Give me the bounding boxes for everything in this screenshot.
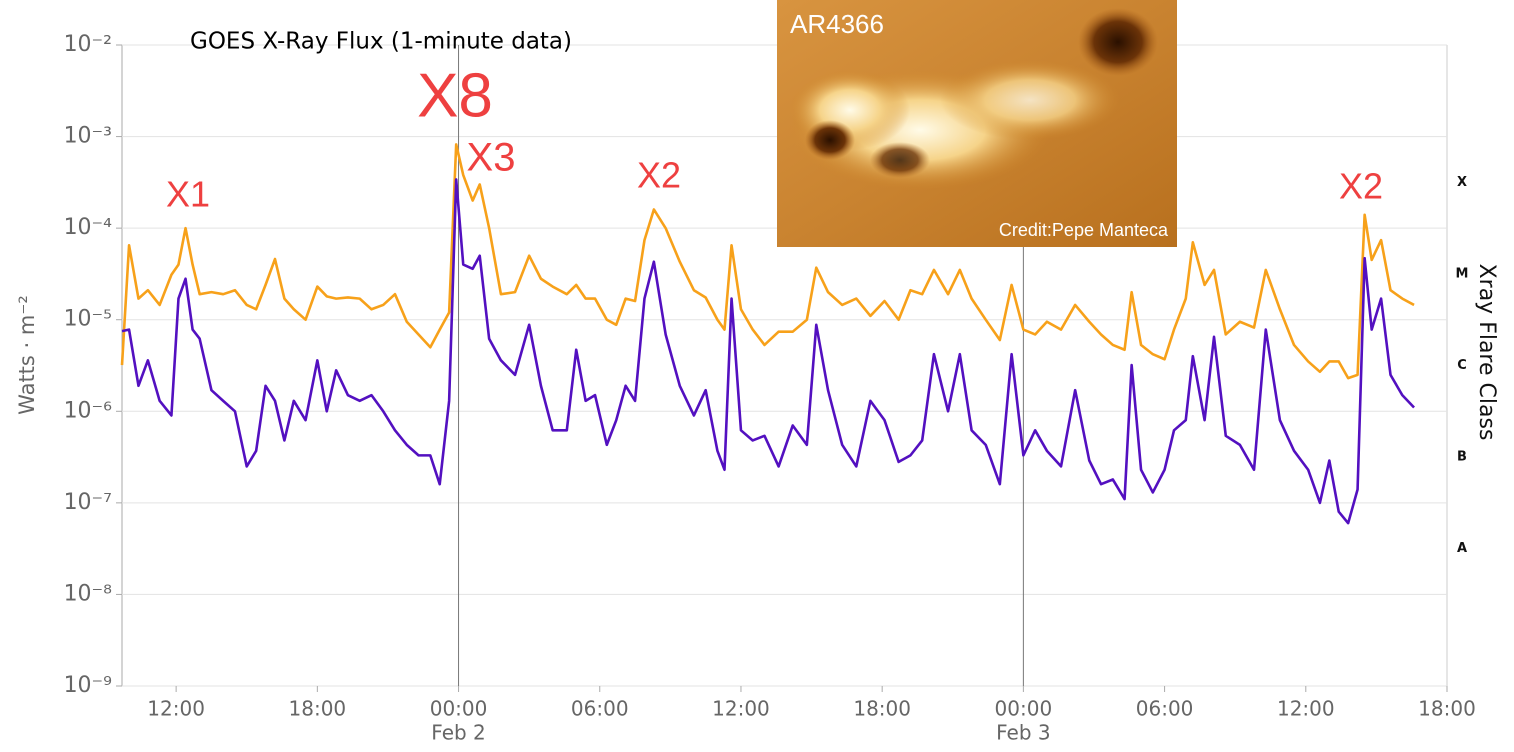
y-tick-label: 10⁻⁸ — [64, 581, 113, 606]
x-tick-label: 12:00 — [147, 697, 205, 721]
x-tick-label: 18:00 — [853, 697, 911, 721]
x-tick-label: 00:00 — [995, 697, 1053, 721]
x-tick-label: 12:00 — [712, 697, 770, 721]
y-tick-label: 10⁻⁴ — [64, 215, 113, 240]
inset-credit: Credit:Pepe Manteca — [999, 220, 1169, 240]
flare-class-label: B — [1457, 450, 1467, 465]
grid: 10⁻⁹ 10⁻⁸ 10⁻⁷ 10⁻⁶ 10⁻⁵ 10⁻⁴ 10⁻³ 10⁻² 12:00 18:… — [64, 32, 1476, 745]
flare-annotation: X2 — [637, 155, 681, 196]
flare-annotation: X1 — [166, 174, 210, 215]
date-label: Feb 2 — [431, 721, 486, 745]
x-tick-label: 12:00 — [1277, 697, 1335, 721]
flare-annotation: X8 — [417, 61, 493, 130]
inset-title: AR4366 — [790, 9, 884, 39]
date-label: Feb 3 — [996, 721, 1051, 745]
inset-sunspot — [805, 120, 855, 160]
flare-class-label: M — [1456, 266, 1469, 281]
flare-class-label: C — [1457, 358, 1467, 373]
y-tick-label: 10⁻⁶ — [64, 398, 113, 423]
flare-class-label: X — [1457, 175, 1467, 190]
y-tick-label: 10⁻⁵ — [64, 307, 112, 332]
annotations: X1 X8 X3 X2 X2 — [166, 61, 1383, 214]
inset-flare — [940, 60, 1120, 140]
x-tick-label: 18:00 — [1418, 697, 1476, 721]
y-tick-label: 10⁻² — [64, 32, 112, 57]
inset-image: AR4366 Credit:Pepe Manteca — [777, 0, 1177, 247]
flare-annotation: X3 — [467, 136, 516, 180]
y-axis-label: Watts · m⁻² — [15, 295, 39, 415]
y2-axis-label: Xray Flare Class — [1474, 264, 1499, 441]
chart-title: GOES X-Ray Flux (1-minute data) — [190, 29, 572, 55]
inset-sunspot — [1078, 8, 1158, 76]
series-line — [120, 143, 1415, 380]
y-tick-label: 10⁻³ — [64, 124, 112, 149]
flare-annotation: X2 — [1339, 166, 1383, 207]
x-tick-label: 00:00 — [430, 697, 488, 721]
plot-area — [120, 143, 1415, 525]
y-tick-label: 10⁻⁷ — [64, 490, 112, 515]
x-tick-label: 06:00 — [1136, 697, 1194, 721]
flare-class-label: A — [1457, 541, 1467, 556]
x-tick-label: 18:00 — [289, 697, 347, 721]
inset-sunspot — [870, 142, 930, 178]
x-tick-label: 06:00 — [571, 697, 629, 721]
series-line — [121, 178, 1415, 525]
y-tick-label: 10⁻⁹ — [64, 673, 112, 698]
